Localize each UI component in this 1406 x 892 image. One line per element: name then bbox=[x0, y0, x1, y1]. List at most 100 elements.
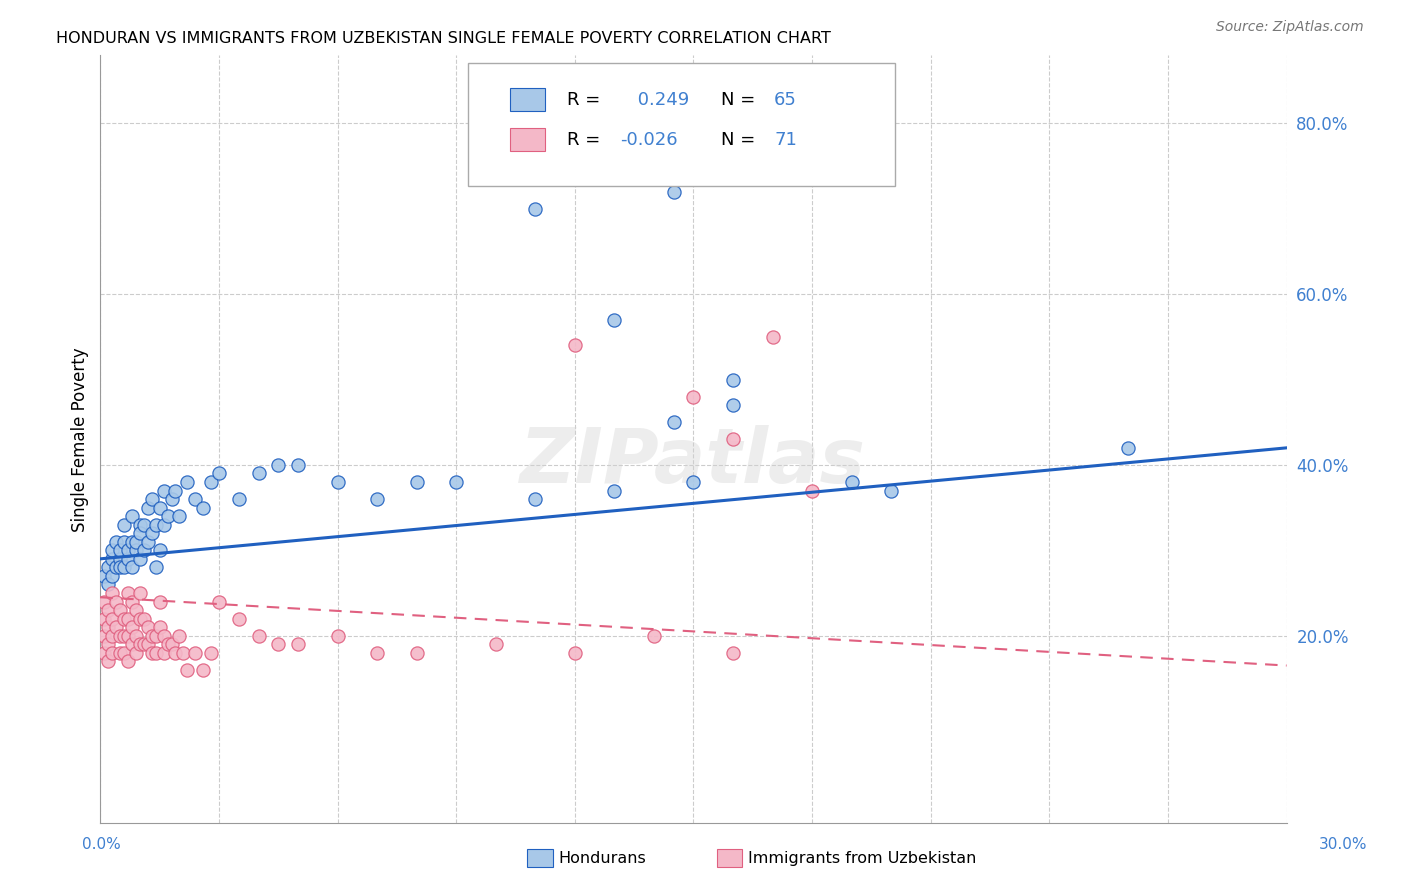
Point bbox=[112, 534, 135, 549]
Point bbox=[208, 594, 231, 608]
Point bbox=[125, 534, 148, 549]
Point bbox=[184, 491, 207, 506]
Y-axis label: Single Female Poverty: Single Female Poverty bbox=[72, 347, 89, 532]
Point bbox=[761, 330, 783, 344]
Point bbox=[176, 663, 198, 677]
Point bbox=[145, 517, 167, 532]
Point bbox=[117, 551, 139, 566]
Point bbox=[97, 560, 120, 574]
Bar bbox=[509, 88, 546, 112]
Point bbox=[101, 551, 124, 566]
Point bbox=[136, 637, 159, 651]
Point bbox=[121, 534, 143, 549]
Point bbox=[101, 543, 124, 558]
Point bbox=[128, 526, 150, 541]
Point bbox=[160, 637, 183, 651]
Point bbox=[682, 475, 704, 489]
Point bbox=[152, 517, 174, 532]
Text: Immigrants from Uzbekistan: Immigrants from Uzbekistan bbox=[748, 851, 976, 865]
Point bbox=[108, 603, 131, 617]
Point bbox=[125, 543, 148, 558]
Point bbox=[156, 637, 179, 651]
Point bbox=[366, 646, 388, 660]
Point bbox=[152, 629, 174, 643]
Text: R =: R = bbox=[567, 91, 606, 109]
Point bbox=[108, 551, 131, 566]
Text: -0.026: -0.026 bbox=[620, 130, 678, 149]
Point bbox=[93, 629, 115, 643]
Point bbox=[880, 483, 903, 498]
Point bbox=[405, 646, 427, 660]
Point bbox=[184, 646, 207, 660]
Point bbox=[643, 629, 665, 643]
Point bbox=[132, 517, 155, 532]
Point bbox=[524, 202, 547, 216]
Point bbox=[165, 646, 187, 660]
Point bbox=[112, 560, 135, 574]
Point bbox=[366, 491, 388, 506]
Point bbox=[603, 483, 626, 498]
Point bbox=[405, 475, 427, 489]
Point bbox=[101, 629, 124, 643]
Text: 65: 65 bbox=[775, 91, 797, 109]
Bar bbox=[509, 128, 546, 151]
Text: 71: 71 bbox=[775, 130, 797, 149]
Point bbox=[125, 629, 148, 643]
Point bbox=[121, 594, 143, 608]
Point bbox=[564, 646, 586, 660]
Point bbox=[108, 646, 131, 660]
Point bbox=[93, 569, 115, 583]
Point bbox=[169, 629, 191, 643]
Point bbox=[287, 637, 309, 651]
Point bbox=[125, 603, 148, 617]
Point bbox=[152, 646, 174, 660]
Point bbox=[721, 398, 744, 412]
Text: N =: N = bbox=[721, 130, 761, 149]
Point bbox=[97, 603, 120, 617]
Point bbox=[105, 594, 128, 608]
Point bbox=[247, 629, 270, 643]
Point bbox=[121, 620, 143, 634]
Point bbox=[287, 458, 309, 472]
Point bbox=[841, 475, 863, 489]
Text: Hondurans: Hondurans bbox=[558, 851, 645, 865]
Point bbox=[149, 543, 172, 558]
Point bbox=[326, 629, 349, 643]
Point bbox=[105, 534, 128, 549]
Point bbox=[112, 646, 135, 660]
Point bbox=[149, 594, 172, 608]
Point bbox=[101, 646, 124, 660]
Point bbox=[176, 475, 198, 489]
Point bbox=[141, 646, 163, 660]
Point bbox=[326, 475, 349, 489]
Point bbox=[208, 467, 231, 481]
Text: HONDURAN VS IMMIGRANTS FROM UZBEKISTAN SINGLE FEMALE POVERTY CORRELATION CHART: HONDURAN VS IMMIGRANTS FROM UZBEKISTAN S… bbox=[56, 31, 831, 46]
Point bbox=[105, 620, 128, 634]
Text: R =: R = bbox=[567, 130, 606, 149]
Point bbox=[721, 433, 744, 447]
Point bbox=[152, 483, 174, 498]
Point bbox=[128, 611, 150, 625]
Point bbox=[524, 491, 547, 506]
Point bbox=[93, 646, 115, 660]
Text: 0.0%: 0.0% bbox=[82, 838, 121, 852]
Point bbox=[145, 629, 167, 643]
Point bbox=[485, 637, 508, 651]
Point bbox=[165, 483, 187, 498]
Point bbox=[141, 629, 163, 643]
Point bbox=[267, 637, 290, 651]
Point bbox=[132, 637, 155, 651]
Point bbox=[247, 467, 270, 481]
Point bbox=[145, 646, 167, 660]
Point bbox=[132, 611, 155, 625]
Point bbox=[128, 517, 150, 532]
Point bbox=[105, 560, 128, 574]
Point bbox=[101, 586, 124, 600]
Point bbox=[149, 620, 172, 634]
Point bbox=[228, 491, 250, 506]
Point bbox=[117, 629, 139, 643]
Point bbox=[1118, 441, 1140, 455]
Point bbox=[200, 646, 222, 660]
Point bbox=[108, 629, 131, 643]
Point bbox=[662, 415, 685, 429]
